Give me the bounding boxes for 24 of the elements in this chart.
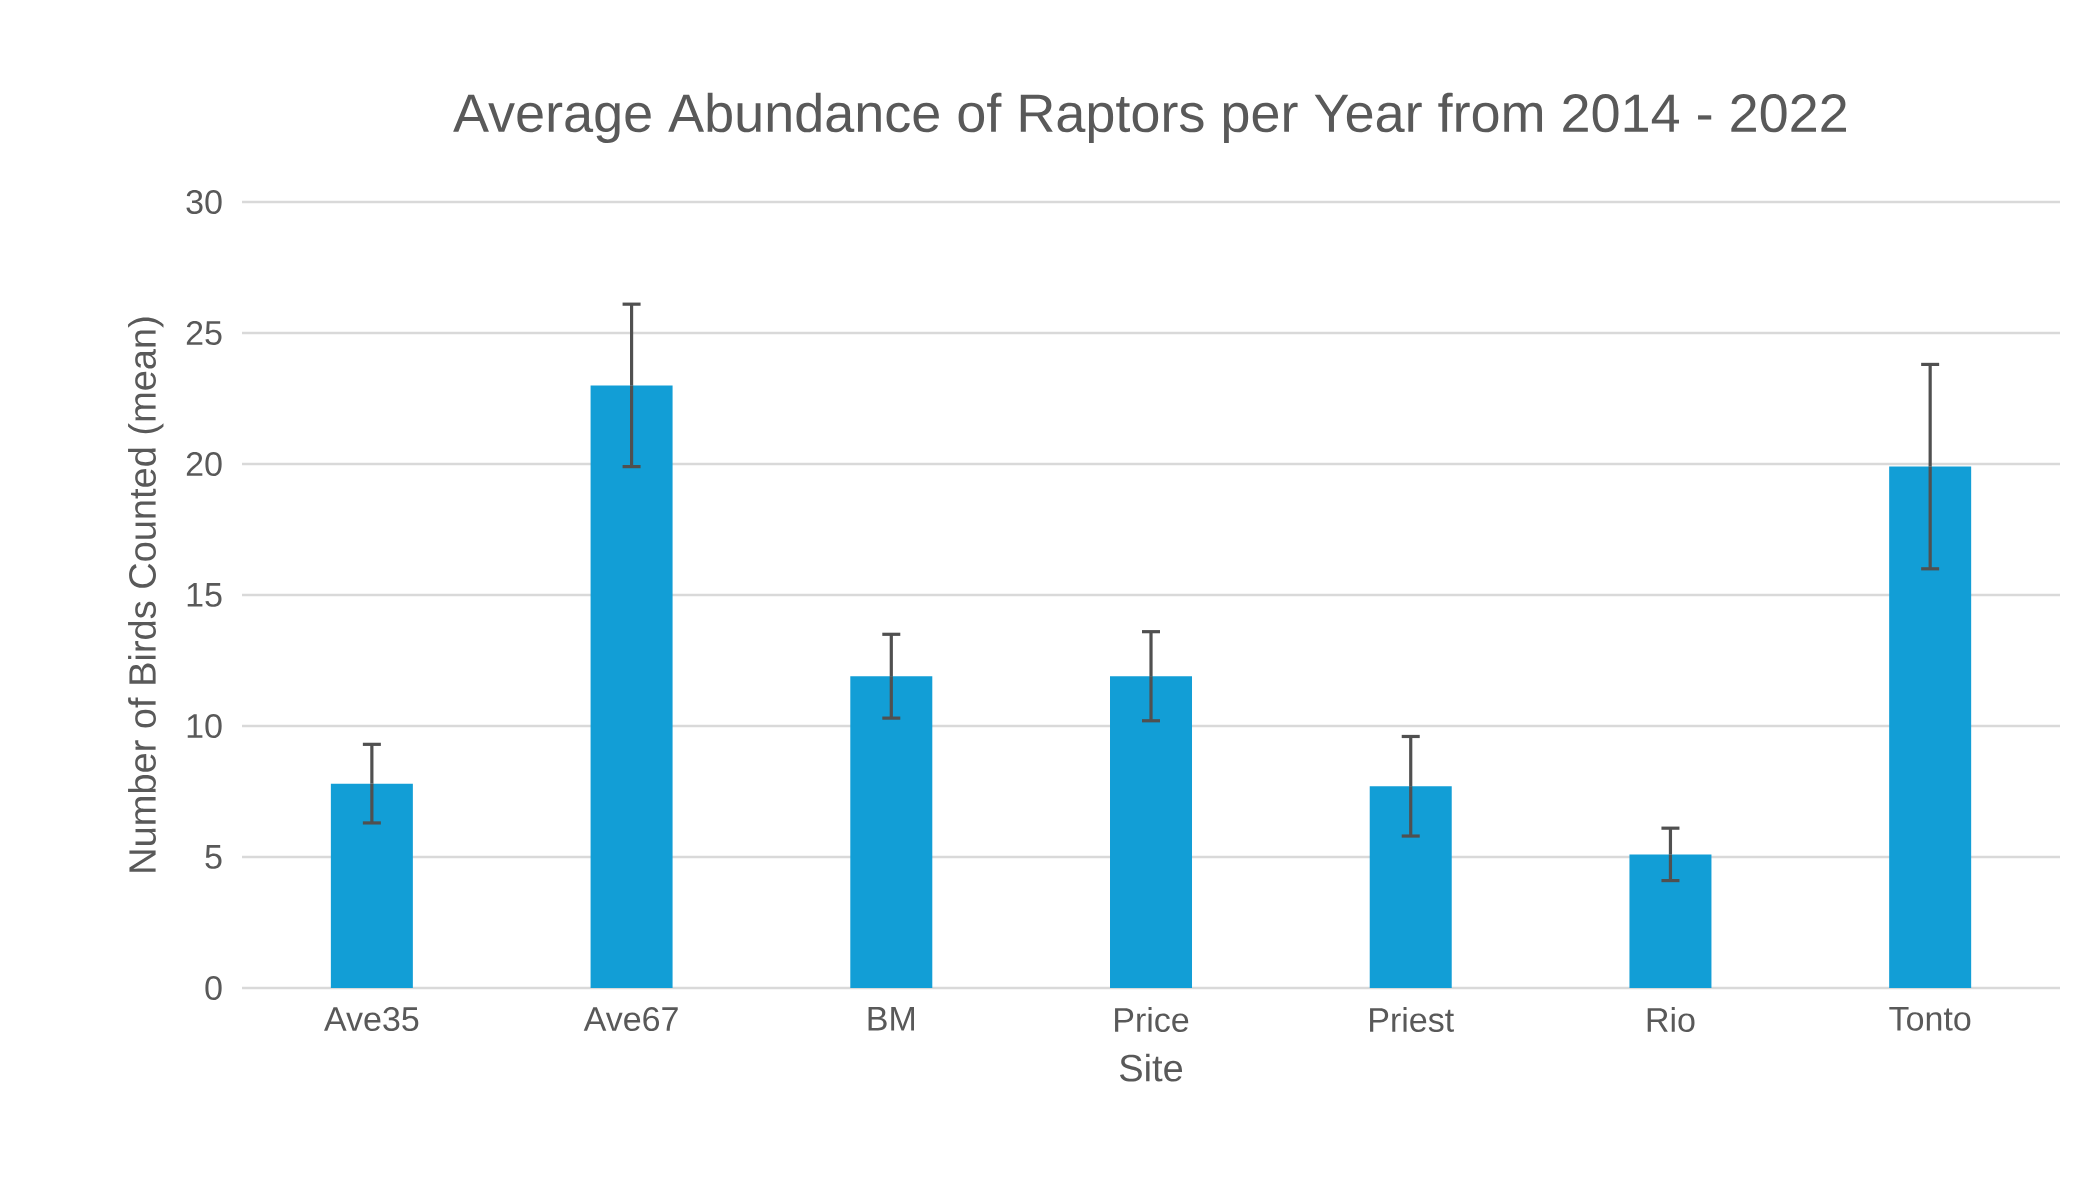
y-tick-label: 25: [186, 320, 222, 346]
bar: [1889, 466, 1972, 988]
y-tick-label: 15: [187, 583, 222, 607]
bar: [1629, 854, 1712, 988]
x-tick-label: Ave67: [583, 1007, 678, 1032]
y-tick-label: 30: [186, 189, 222, 215]
y-tick-label: 10: [187, 713, 222, 739]
y-tick-label: 5: [205, 845, 222, 869]
x-tick-label: Priest: [1370, 1007, 1454, 1033]
bar: [1110, 676, 1193, 988]
bar: [590, 385, 673, 988]
bar: [1369, 786, 1452, 988]
y-axis-title: Number of Birds Counted (mean): [128, 317, 164, 872]
x-axis-title: Site: [1119, 1053, 1183, 1082]
y-tick-label: 0: [205, 975, 222, 1001]
bar: [850, 676, 933, 988]
y-tick-label: 20: [186, 451, 222, 477]
x-tick-label: BM: [868, 1007, 914, 1031]
x-tick-label: Price: [1115, 1007, 1189, 1033]
x-tick-label: Tonto: [1889, 1007, 1971, 1031]
chart-title: Average Abundance of Raptors per Year from 2014 - 2022: [453, 92, 1847, 144]
x-tick-label: Rio: [1647, 1007, 1695, 1033]
x-tick-label: Ave35: [324, 1007, 419, 1032]
bar: [330, 783, 413, 988]
